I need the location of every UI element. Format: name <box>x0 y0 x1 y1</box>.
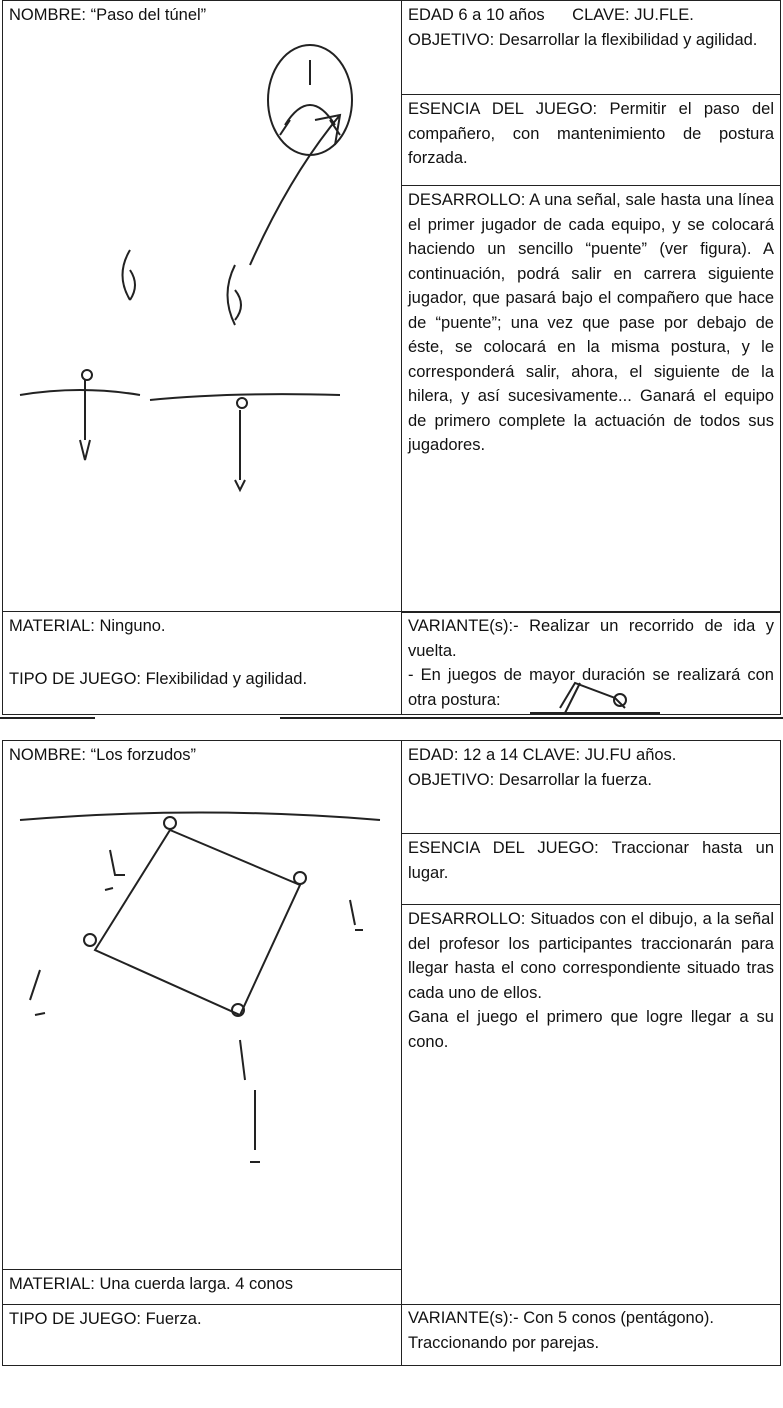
development: DESARROLLO: A una señal, sale hasta una … <box>408 191 774 454</box>
separator <box>0 717 783 719</box>
variants-cell: VARIANTE(s):- Con 5 conos (pentágono). T… <box>401 1304 781 1366</box>
objective: OBJETIVO: Desarrollar la flexibilidad y … <box>408 30 758 49</box>
illustration <box>19 44 353 493</box>
type-cell: TIPO DE JUEGO: Fuerza. <box>2 1304 402 1366</box>
material-cell: MATERIAL: Una cuerda larga. 4 conos <box>2 1269 402 1305</box>
material-type-cell: MATERIAL: Ninguno. TIPO DE JUEGO: Flexib… <box>2 611 402 715</box>
illustration <box>19 811 381 1163</box>
game-name: NOMBRE: “Paso del túnel” <box>9 6 207 24</box>
essence: ESENCIA DEL JUEGO: Permitir el paso del … <box>408 100 774 167</box>
age-objective-cell: EDAD: 12 a 14 CLAVE: JU.FU años. OBJETIV… <box>401 740 781 834</box>
age-key: EDAD 6 a 10 años CLAVE: JU.FLE. <box>408 6 694 24</box>
development: Gana el juego el primero que logre llega… <box>408 1008 774 1051</box>
variant: VARIANTE(s):- Con 5 conos (pentágono). <box>408 1309 714 1327</box>
development: DESARROLLO: Situados con el dibujo, a la… <box>408 910 774 1002</box>
essence-cell: ESENCIA DEL JUEGO: Permitir el paso del … <box>401 94 781 186</box>
variant: - En juegos de mayor duración se realiza… <box>408 666 774 709</box>
variants-cell: VARIANTE(s):- Realizar un recorrido de i… <box>401 611 781 715</box>
objective: OBJETIVO: Desarrollar la fuerza. <box>408 770 652 789</box>
age-objective-cell: EDAD 6 a 10 años CLAVE: JU.FLE. OBJETIVO… <box>401 0 781 95</box>
game-type: TIPO DE JUEGO: Fuerza. <box>9 1310 202 1328</box>
essence-cell: ESENCIA DEL JUEGO: Traccionar hasta un l… <box>401 833 781 905</box>
game-type: TIPO DE JUEGO: Flexibilidad y agilidad. <box>9 669 308 688</box>
variant: VARIANTE(s):- Realizar un recorrido de i… <box>408 617 774 660</box>
posture-sketch <box>530 681 660 714</box>
essence: ESENCIA DEL JUEGO: Traccionar hasta un l… <box>408 839 774 882</box>
development-cell: DESARROLLO: A una señal, sale hasta una … <box>401 185 781 613</box>
variant: Traccionando por parejas. <box>408 1333 600 1352</box>
material: MATERIAL: Ninguno. <box>9 617 166 635</box>
material: MATERIAL: Una cuerda larga. 4 conos <box>9 1275 293 1293</box>
age-key: EDAD: 12 a 14 CLAVE: JU.FU años. <box>408 746 677 764</box>
development-cell: DESARROLLO: Situados con el dibujo, a la… <box>401 904 781 1305</box>
game-name: NOMBRE: “Los forzudos” <box>9 746 197 764</box>
